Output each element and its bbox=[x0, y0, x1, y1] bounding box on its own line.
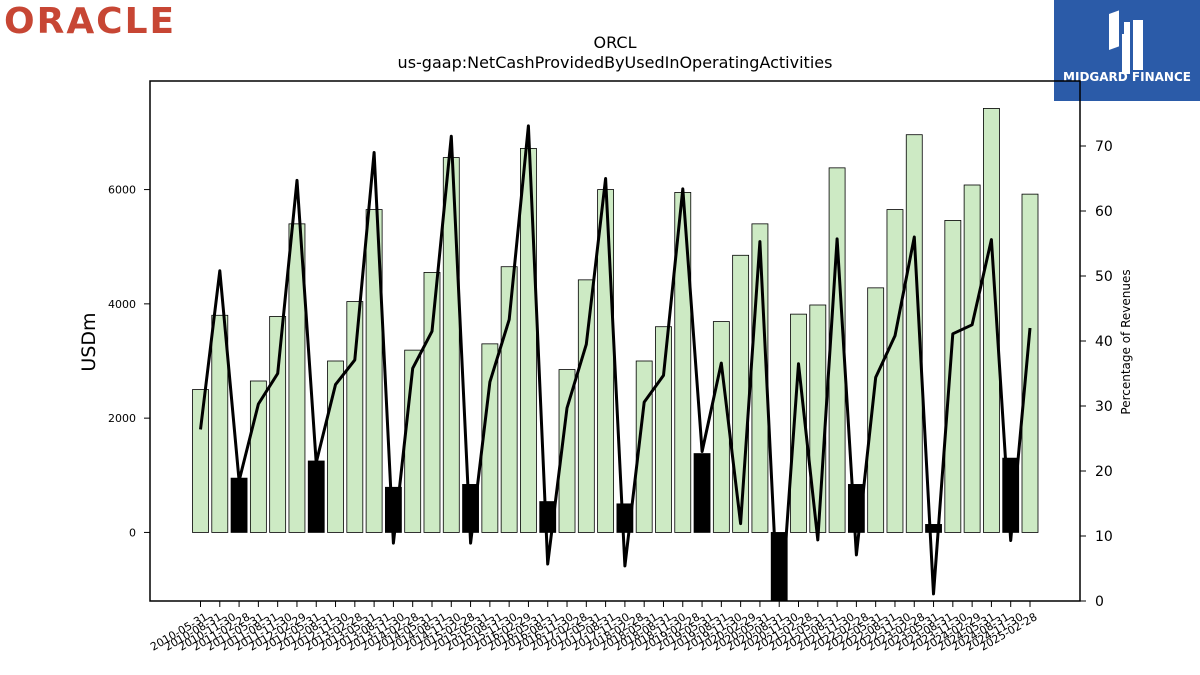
plot-area: 02000400060000102030405060702010-05-3120… bbox=[108, 80, 1113, 654]
bar-13 bbox=[442, 157, 460, 533]
y2-tick-label-20: 20 bbox=[1095, 464, 1113, 480]
y2-tick-label-40: 40 bbox=[1095, 334, 1113, 350]
bar-5 bbox=[288, 223, 306, 533]
midgard-logo-mark: MIDGARD FINANCE bbox=[1063, 10, 1191, 84]
bar-20 bbox=[577, 279, 595, 533]
bar-2 bbox=[230, 477, 248, 533]
bar-37 bbox=[905, 134, 923, 533]
bar-17 bbox=[520, 148, 537, 533]
bar-9 bbox=[365, 209, 383, 533]
y-tick-label-4000: 4000 bbox=[108, 298, 136, 311]
bar-4 bbox=[269, 316, 287, 533]
bar-1 bbox=[211, 314, 229, 533]
chart-subtitle: us-gaap:NetCashProvidedByUsedInOperating… bbox=[398, 53, 833, 72]
bar-38 bbox=[925, 524, 942, 533]
y2-tick-label-60: 60 bbox=[1095, 204, 1113, 220]
y-axis-label: USDm bbox=[78, 312, 100, 371]
y2-axis-label: Percentage of Revenues bbox=[1119, 269, 1133, 414]
bar-36 bbox=[886, 209, 904, 533]
bar-8 bbox=[346, 301, 364, 533]
bar-24 bbox=[655, 326, 672, 533]
percentage-line bbox=[199, 124, 1032, 601]
bar-0 bbox=[192, 389, 209, 533]
bar-35 bbox=[867, 287, 885, 533]
bar-26 bbox=[693, 453, 711, 533]
oracle-logo-text: ORACLE bbox=[4, 2, 176, 40]
y-tick-label-2000: 2000 bbox=[108, 412, 136, 425]
bar-43 bbox=[1021, 193, 1039, 533]
bar-21 bbox=[597, 189, 615, 533]
midgard-finance-logo: MIDGARD FINANCE bbox=[1054, 0, 1200, 101]
bars-group bbox=[192, 108, 1039, 601]
y2-tick-label-30: 30 bbox=[1095, 399, 1113, 415]
bar-19 bbox=[558, 369, 576, 533]
y-tick-label-0: 0 bbox=[129, 526, 136, 539]
y2-tick-label-0: 0 bbox=[1095, 594, 1104, 610]
bar-23 bbox=[635, 360, 653, 533]
y-tick-label-6000: 6000 bbox=[108, 184, 136, 197]
bar-39 bbox=[944, 220, 962, 533]
y2-tick-label-50: 50 bbox=[1095, 269, 1113, 285]
y2-tick-label-70: 70 bbox=[1095, 139, 1113, 155]
bar-28 bbox=[732, 254, 750, 533]
bar-12 bbox=[423, 272, 441, 533]
bar-41 bbox=[983, 108, 1000, 533]
midgard-logo-text: MIDGARD FINANCE bbox=[1063, 70, 1191, 84]
bar-27 bbox=[712, 321, 730, 533]
oracle-logo: ORACLE bbox=[4, 2, 176, 40]
chart-title: ORCL bbox=[594, 33, 637, 52]
y2-tick-label-10: 10 bbox=[1095, 529, 1113, 545]
bar-40 bbox=[963, 184, 981, 533]
bar-6 bbox=[307, 460, 325, 533]
